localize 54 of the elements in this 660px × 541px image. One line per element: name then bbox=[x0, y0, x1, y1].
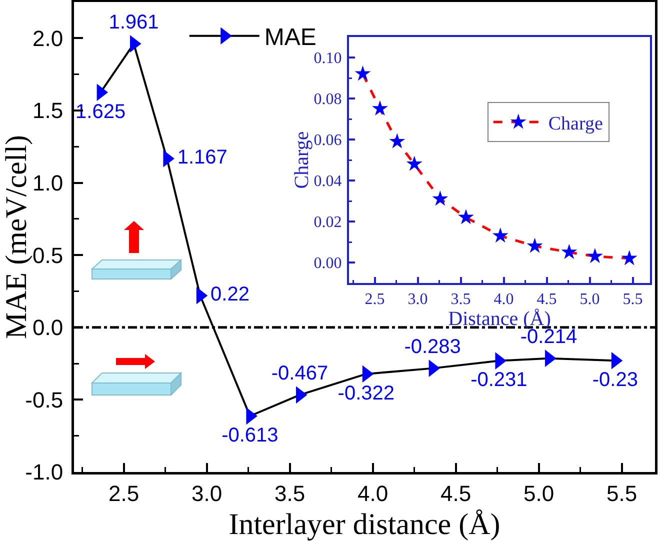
point bbox=[354, 66, 371, 81]
point bbox=[586, 248, 603, 264]
y-tick-label: 0.04 bbox=[314, 173, 342, 190]
y-axis-title: Charge bbox=[290, 131, 313, 189]
x-tick-label: 3.5 bbox=[450, 291, 471, 308]
data-label: 1.625 bbox=[76, 100, 126, 123]
point bbox=[458, 209, 474, 224]
x-tick-label: 5.0 bbox=[524, 480, 554, 506]
data-label: -0.467 bbox=[271, 362, 328, 385]
point bbox=[389, 133, 406, 148]
y-axis-title: MAE (meV/cell) bbox=[0, 134, 33, 340]
x-tick-label: 3.0 bbox=[408, 291, 428, 308]
data-label: 0.22 bbox=[210, 284, 250, 306]
x-tick-label: 5.5 bbox=[606, 480, 638, 506]
y-tick-label: 2.0 bbox=[32, 26, 64, 51]
x-tick-label: 5.5 bbox=[622, 291, 643, 308]
data-label: -0.231 bbox=[470, 369, 528, 392]
point bbox=[621, 250, 638, 266]
x-tick-label: 2.5 bbox=[108, 480, 140, 506]
x-tick-label: 3.5 bbox=[274, 480, 306, 506]
y-tick-label: 0.0 bbox=[32, 315, 64, 340]
legend-label: Charge bbox=[548, 113, 603, 134]
x-tick-label: 4.5 bbox=[536, 291, 557, 308]
point bbox=[372, 100, 388, 116]
point bbox=[432, 190, 448, 206]
x-tick-label: 4.5 bbox=[440, 480, 472, 506]
point bbox=[526, 238, 543, 253]
y-tick-label: 0.08 bbox=[314, 91, 342, 108]
y-tick-label: 1.0 bbox=[32, 170, 64, 196]
point bbox=[406, 156, 422, 171]
y-tick-label: -0.5 bbox=[25, 387, 64, 412]
x-tick-label: 2.5 bbox=[364, 291, 385, 308]
data-label: -0.322 bbox=[338, 382, 395, 404]
x-tick-label: 4.0 bbox=[494, 291, 514, 308]
y-tick-label: 0.06 bbox=[314, 132, 342, 150]
x-axis-title: Distance (Å) bbox=[448, 308, 551, 330]
x-tick-label: 5.0 bbox=[580, 291, 600, 308]
legend-label: MAE bbox=[264, 24, 316, 52]
data-label: -0.613 bbox=[222, 424, 278, 446]
y-tick-label: 0.00 bbox=[314, 255, 342, 272]
data-label: 1.167 bbox=[177, 146, 228, 169]
x-tick-label: 3.0 bbox=[192, 480, 222, 506]
x-axis-title: Interlayer distance (Å) bbox=[228, 508, 500, 541]
data-label: -0.23 bbox=[592, 369, 638, 392]
y-tick-label: 0.5 bbox=[32, 242, 64, 268]
y-tick-label: 1.5 bbox=[32, 98, 64, 124]
data-label: 1.961 bbox=[108, 11, 159, 34]
point bbox=[561, 244, 578, 260]
y-tick-label: -1.0 bbox=[25, 460, 64, 485]
data-label: -0.283 bbox=[404, 336, 461, 358]
y-tick-label: 0.02 bbox=[314, 214, 342, 232]
x-tick-label: 4.0 bbox=[358, 480, 388, 506]
point bbox=[492, 227, 508, 243]
y-tick-label: 0.10 bbox=[314, 50, 342, 68]
